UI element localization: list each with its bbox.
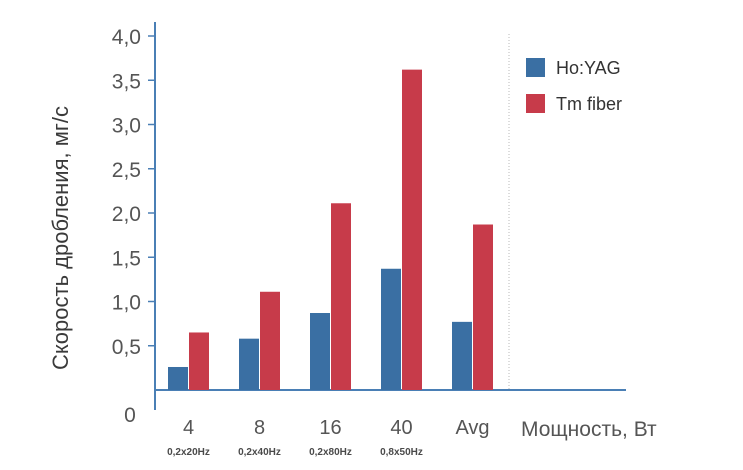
bar-ho-yag-4 — [168, 366, 188, 390]
x-tick-sublabel: 0,2x20Hz — [167, 447, 210, 458]
bar-tm-fiber-avg — [473, 224, 493, 390]
x-tick-sublabel: 0,2x80Hz — [309, 447, 352, 458]
x-tick-label: 8 — [254, 417, 265, 439]
y-tick-label: 3,0 — [112, 115, 141, 138]
y-axis-label: Скорость дробления, мг/с — [48, 106, 73, 370]
bars — [168, 69, 493, 390]
y-tick-label: 1,0 — [112, 292, 141, 315]
bar-ho-yag-16 — [310, 313, 330, 390]
bar-tm-fiber-8 — [260, 291, 280, 390]
bar-tm-fiber-16 — [331, 203, 351, 390]
y-zero-label: 0 — [124, 404, 136, 427]
y-tick-label: 4,0 — [112, 26, 141, 49]
bar-ho-yag-avg — [452, 321, 472, 390]
bar-ho-yag-40 — [381, 268, 401, 390]
y-tick-label: 3,5 — [112, 70, 141, 93]
x-tick-label: 4 — [183, 417, 194, 439]
y-tick-label: 2,0 — [112, 203, 141, 226]
legend-swatch — [526, 58, 545, 77]
y-tick-label: 1,5 — [112, 247, 141, 270]
legend: Ho:YAG Tm fiber — [526, 58, 622, 114]
legend-label: Tm fiber — [556, 94, 622, 114]
x-tick-label: 16 — [319, 417, 341, 439]
y-tick-label: 0,5 — [112, 336, 141, 359]
x-tick-label: Avg — [455, 417, 489, 439]
bar-ho-yag-8 — [239, 338, 259, 390]
bar-tm-fiber-40 — [402, 69, 422, 390]
tick-labels: 0,5 1,0 1,5 2,0 2,5 3,0 3,5 4,0 0 4 0,2x20Hz 8 0,2x4… — [112, 26, 490, 458]
x-tick-label: 40 — [390, 417, 412, 439]
x-axis-label: Мощность, Вт — [521, 418, 657, 441]
legend-swatch — [526, 94, 545, 113]
x-tick-sublabel: 0,2x40Hz — [238, 447, 281, 458]
y-tick-label: 2,5 — [112, 159, 141, 182]
legend-label: Ho:YAG — [556, 58, 621, 78]
x-tick-sublabel: 0,8x50Hz — [380, 447, 423, 458]
bar-tm-fiber-4 — [189, 332, 209, 390]
